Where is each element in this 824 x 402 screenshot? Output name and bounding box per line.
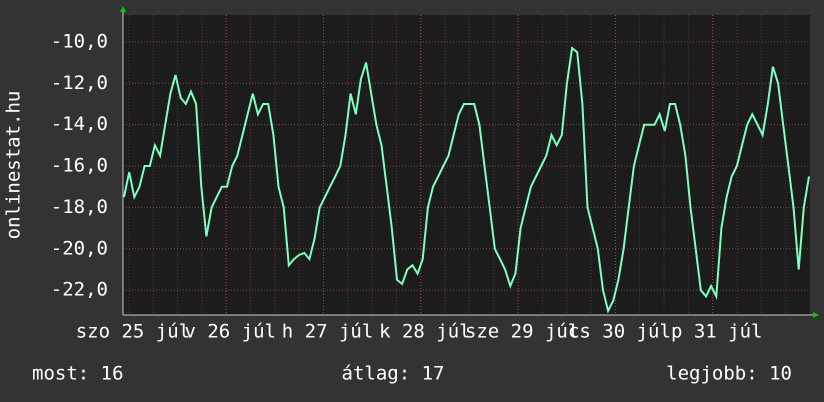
- x-tick-label: szo 25 júl: [76, 321, 190, 343]
- x-tick-label: v 26 júl: [184, 321, 276, 343]
- x-tick-label: h 27 júl: [282, 321, 374, 343]
- y-tick-label: -16,0: [51, 155, 108, 177]
- y-tick-label: -20,0: [51, 237, 108, 259]
- x-tick-label: p 31 júl: [671, 321, 763, 343]
- plot-area: [123, 15, 810, 315]
- y-tick-label: -22,0: [51, 279, 108, 301]
- footer-average: átlag: 17: [342, 363, 445, 385]
- axis-arrow: [120, 6, 126, 12]
- footer-best: legjobb: 10: [666, 363, 792, 385]
- data-line: [123, 46, 810, 314]
- y-tick-label: -12,0: [51, 72, 108, 94]
- y-tick-label: -14,0: [51, 113, 108, 135]
- x-tick-label: k 28 júl: [379, 321, 471, 343]
- x-tick-label: cs 30 júl: [568, 321, 671, 343]
- y-tick-label: -18,0: [51, 196, 108, 218]
- axis-arrow: [813, 312, 819, 318]
- footer-now: most: 16: [32, 363, 124, 385]
- y-axis-label: onlinestat.hu: [3, 91, 25, 240]
- y-tick-label: -10,0: [51, 30, 108, 52]
- x-tick-label: sze 29 júl: [465, 321, 579, 343]
